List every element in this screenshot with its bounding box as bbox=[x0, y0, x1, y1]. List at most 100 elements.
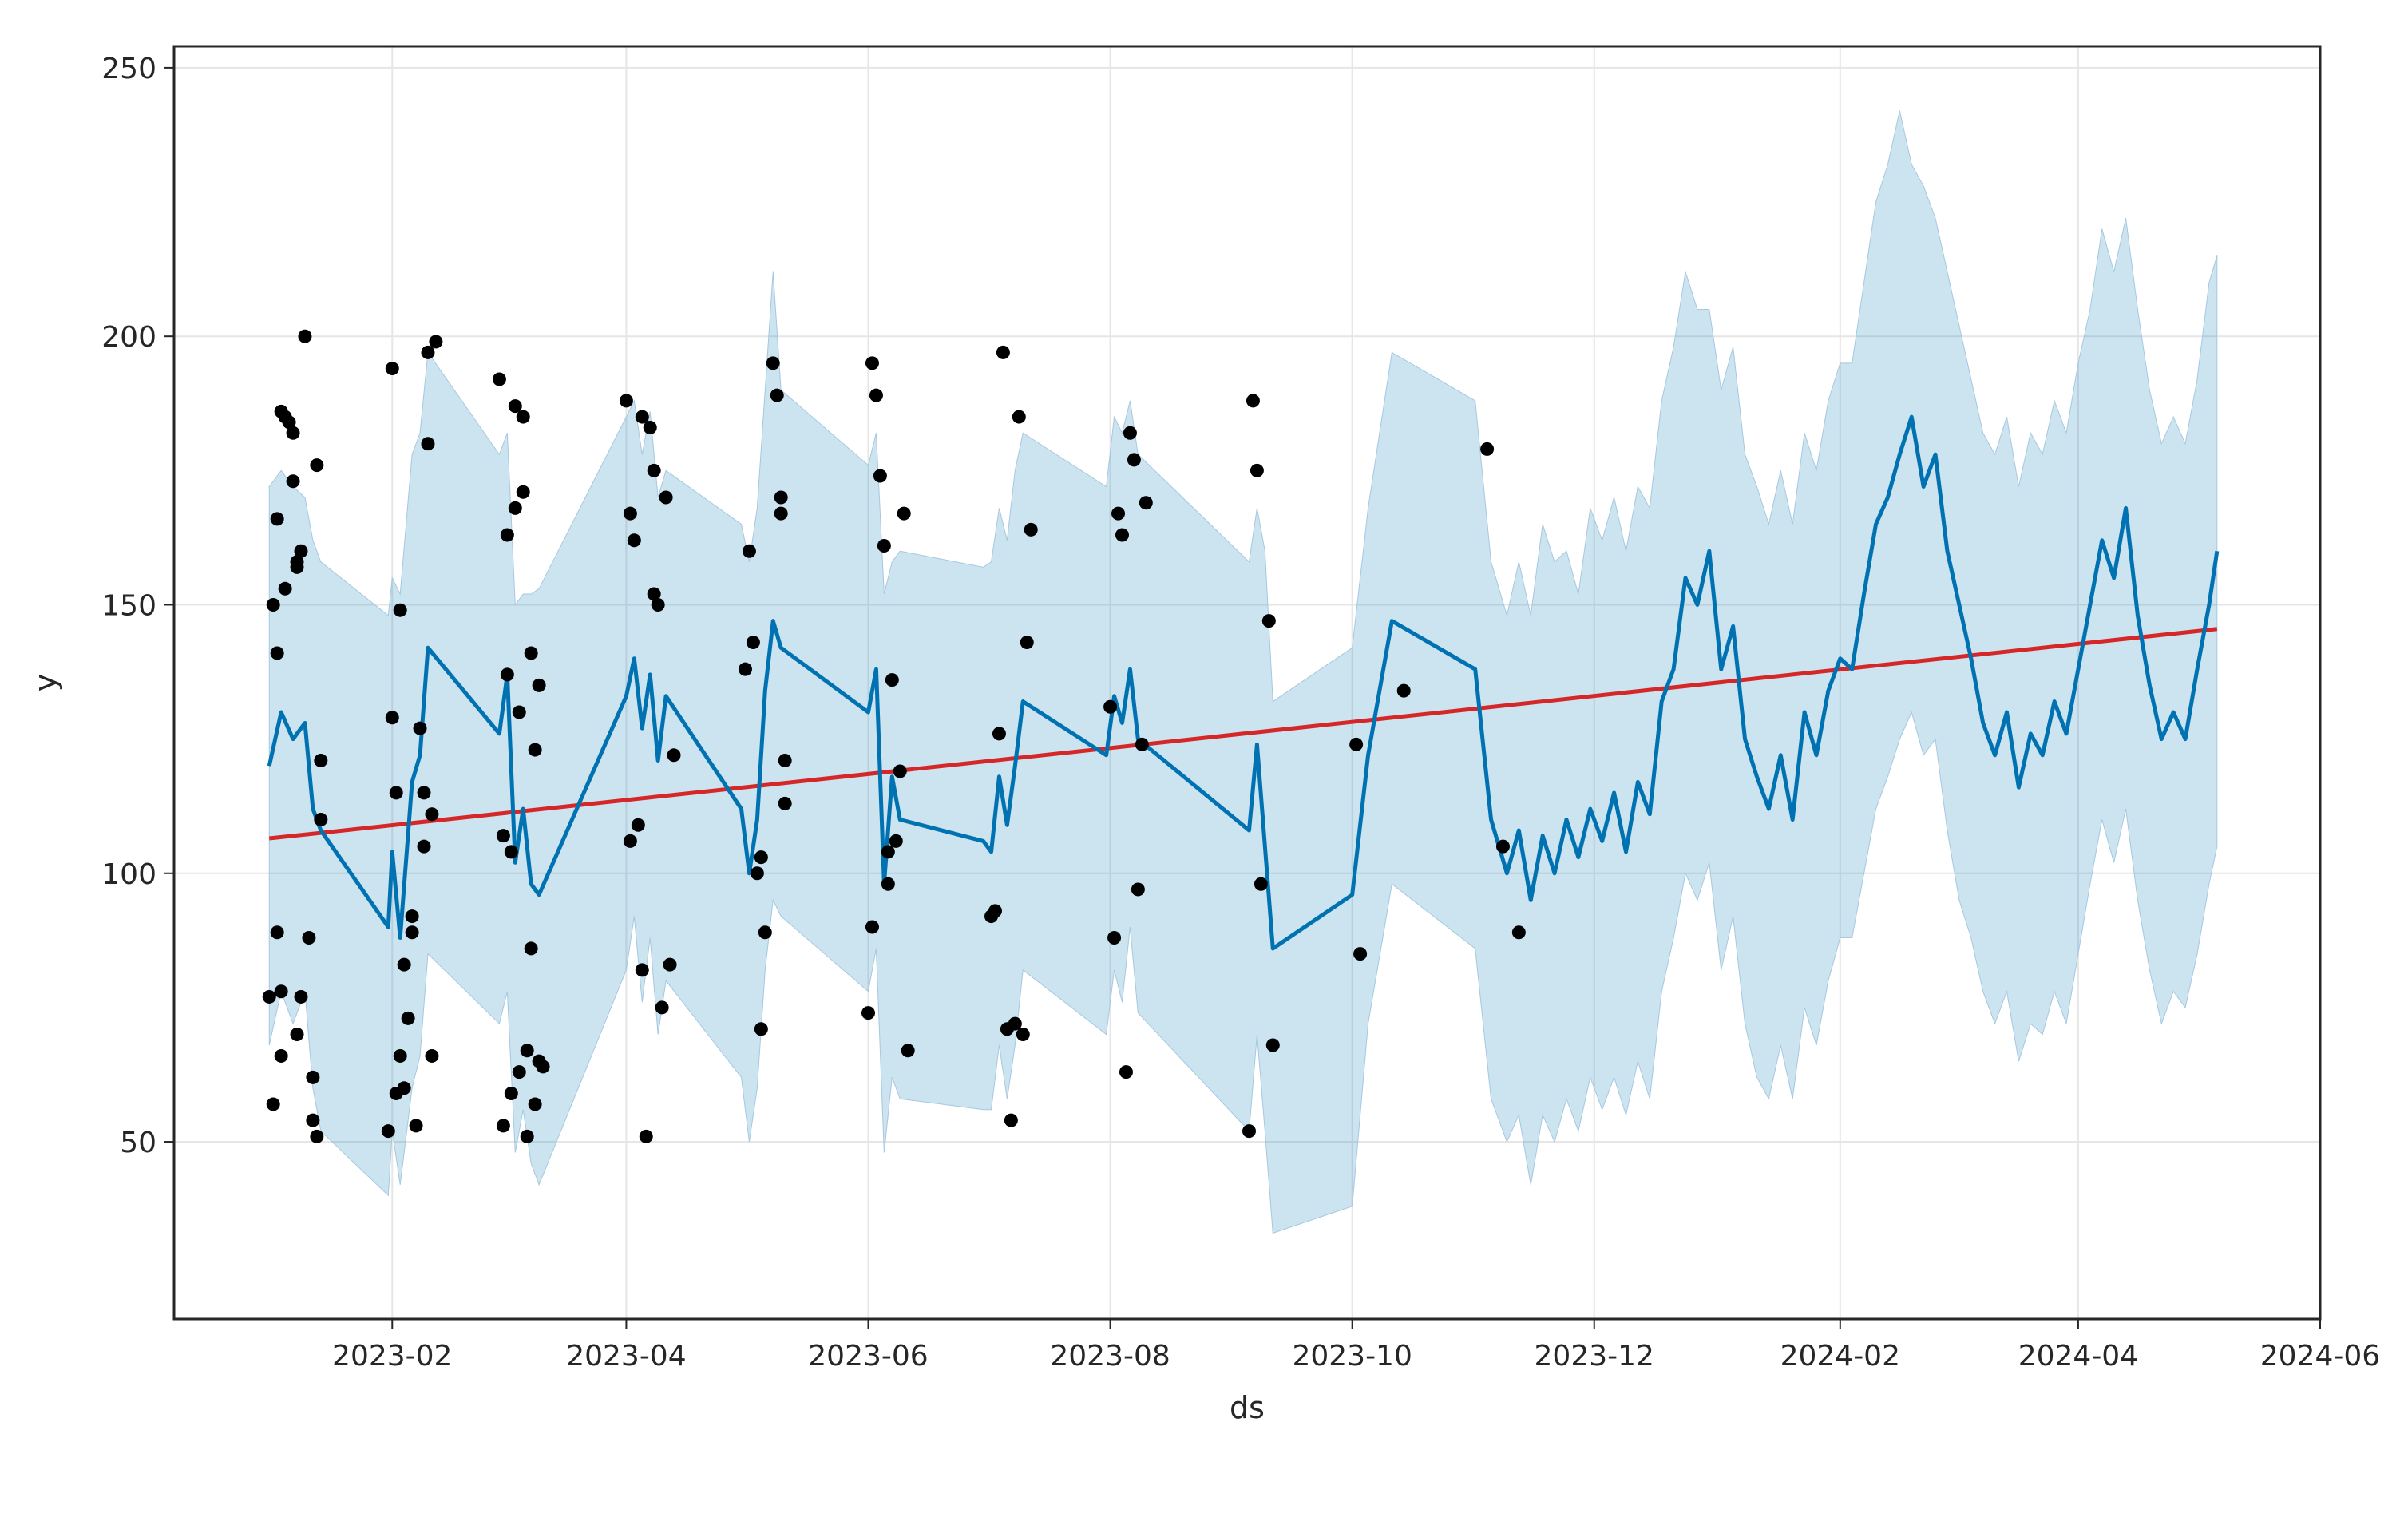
observed-point bbox=[310, 1129, 324, 1143]
observed-point bbox=[643, 421, 657, 435]
observed-point bbox=[1265, 1038, 1280, 1052]
observed-point bbox=[1246, 394, 1260, 408]
observed-point bbox=[520, 1044, 534, 1058]
observed-point bbox=[619, 394, 633, 408]
observed-point bbox=[754, 850, 768, 865]
observed-point bbox=[266, 597, 280, 612]
observed-point bbox=[901, 1044, 915, 1058]
observed-point bbox=[631, 818, 645, 832]
observed-point bbox=[413, 721, 427, 735]
observed-point bbox=[520, 1129, 534, 1143]
observed-point bbox=[429, 335, 443, 349]
observed-point bbox=[1139, 496, 1153, 510]
observed-point bbox=[385, 362, 399, 376]
observed-point bbox=[873, 469, 887, 483]
observed-point bbox=[869, 388, 883, 402]
observed-point bbox=[651, 597, 665, 612]
observed-point bbox=[1107, 930, 1122, 945]
observed-point bbox=[778, 754, 792, 768]
observed-point bbox=[504, 1087, 518, 1101]
observed-point bbox=[1008, 1016, 1022, 1031]
x-tick-label: 2024-02 bbox=[1780, 1340, 1900, 1373]
observed-point bbox=[627, 533, 641, 548]
observed-point bbox=[270, 512, 284, 526]
observed-point bbox=[500, 528, 514, 542]
observed-point bbox=[302, 930, 316, 945]
observed-point bbox=[290, 1028, 304, 1042]
observed-point bbox=[1511, 925, 1526, 940]
observed-point bbox=[425, 1048, 439, 1063]
observed-point bbox=[889, 834, 903, 848]
forecast-layer bbox=[267, 414, 2220, 951]
observed-point bbox=[393, 1048, 407, 1063]
observed-point bbox=[496, 1119, 510, 1133]
observed-point bbox=[516, 485, 530, 499]
observed-point bbox=[512, 1065, 526, 1079]
observed-point bbox=[1242, 1124, 1256, 1139]
observed-point bbox=[754, 1022, 768, 1036]
observed-point bbox=[750, 866, 764, 881]
observed-point bbox=[270, 646, 284, 660]
y-axis-ticks: 50 100 150 200 250 bbox=[101, 53, 174, 1159]
observed-point bbox=[623, 506, 637, 521]
observed-point bbox=[647, 463, 661, 477]
observed-point bbox=[774, 490, 788, 505]
observed-point bbox=[306, 1070, 320, 1084]
x-axis-label: ds bbox=[1230, 1390, 1265, 1425]
observed-point bbox=[405, 925, 419, 940]
y-tick-label: 100 bbox=[101, 858, 156, 891]
observed-point bbox=[738, 662, 752, 676]
observed-point bbox=[766, 356, 780, 370]
observed-point bbox=[516, 410, 530, 424]
observed-point bbox=[536, 1060, 550, 1074]
observed-point bbox=[393, 603, 407, 617]
x-tick-label: 2023-08 bbox=[1050, 1340, 1170, 1373]
observed-point bbox=[262, 989, 276, 1004]
x-tick-label: 2024-04 bbox=[2018, 1340, 2138, 1373]
observed-point bbox=[861, 1006, 876, 1020]
observed-point bbox=[385, 711, 399, 725]
x-tick-label: 2023-12 bbox=[1535, 1340, 1654, 1373]
observed-point bbox=[504, 845, 518, 859]
observed-point bbox=[286, 474, 300, 489]
observed-point bbox=[1111, 506, 1126, 521]
x-tick-label: 2023-06 bbox=[808, 1340, 928, 1373]
observed-point bbox=[512, 705, 526, 719]
observed-point bbox=[1495, 839, 1510, 854]
observed-point bbox=[409, 1119, 423, 1133]
observed-point bbox=[405, 909, 419, 924]
observed-point bbox=[1135, 737, 1149, 751]
observed-point bbox=[1396, 683, 1411, 698]
observed-point bbox=[278, 581, 292, 596]
observed-point bbox=[496, 829, 510, 843]
observed-point bbox=[1024, 522, 1038, 537]
observed-point bbox=[294, 989, 308, 1004]
observed-point bbox=[881, 845, 895, 859]
observed-point bbox=[282, 415, 296, 430]
observed-point bbox=[1012, 410, 1026, 424]
observed-point bbox=[298, 329, 312, 343]
observed-point bbox=[893, 764, 907, 778]
forecast-line bbox=[267, 414, 2220, 951]
observed-point bbox=[865, 356, 879, 370]
observed-point bbox=[500, 667, 514, 682]
observed-point bbox=[1250, 463, 1264, 477]
observed-point bbox=[758, 925, 772, 940]
observed-point bbox=[1254, 877, 1268, 891]
observed-point bbox=[1353, 947, 1368, 961]
observed-point bbox=[294, 544, 308, 558]
observed-point bbox=[417, 839, 431, 854]
observed-point bbox=[865, 920, 879, 934]
uncertainty-band bbox=[268, 110, 2218, 1234]
observed-point bbox=[635, 963, 649, 977]
observed-point bbox=[774, 506, 788, 521]
observed-point bbox=[528, 743, 542, 757]
observed-point bbox=[885, 673, 899, 687]
observed-point bbox=[655, 1000, 669, 1015]
y-tick-label: 150 bbox=[101, 589, 156, 622]
observed-point bbox=[988, 904, 1002, 918]
observed-point bbox=[274, 1048, 288, 1063]
observed-point bbox=[270, 925, 284, 940]
observed-point bbox=[897, 506, 911, 521]
